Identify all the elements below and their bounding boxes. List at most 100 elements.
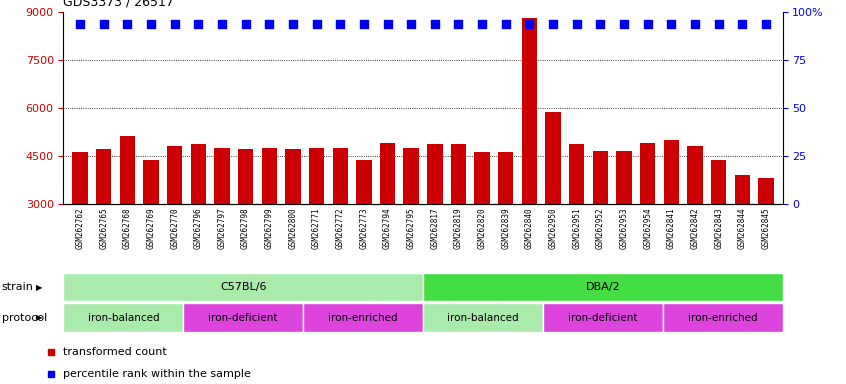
Text: GSM262800: GSM262800 [288, 207, 298, 248]
Point [570, 21, 584, 27]
Bar [687, 146, 703, 204]
Point [191, 21, 205, 27]
Point [97, 21, 111, 27]
Text: GSM262799: GSM262799 [265, 207, 274, 248]
Bar [356, 161, 371, 204]
Point [547, 21, 560, 27]
Bar [662, 303, 783, 332]
Point [74, 21, 87, 27]
Text: GSM262841: GSM262841 [667, 207, 676, 248]
Text: GSM262797: GSM262797 [217, 207, 227, 248]
Text: DBA/2: DBA/2 [585, 282, 620, 292]
Bar [96, 149, 112, 204]
Bar [546, 113, 561, 204]
Text: iron-deficient: iron-deficient [208, 313, 278, 323]
Text: iron-enriched: iron-enriched [328, 313, 398, 323]
Point [594, 21, 607, 27]
Text: GSM262770: GSM262770 [170, 207, 179, 248]
Bar [380, 143, 395, 204]
Point [452, 21, 465, 27]
Bar [190, 144, 206, 204]
Text: protocol: protocol [2, 313, 47, 323]
Text: GSM262769: GSM262769 [146, 207, 156, 248]
Text: iron-balanced: iron-balanced [448, 313, 519, 323]
Bar [711, 161, 727, 204]
Bar [498, 152, 514, 204]
Text: GSM262845: GSM262845 [761, 207, 771, 248]
Text: GSM262950: GSM262950 [548, 207, 558, 248]
Point [310, 21, 323, 27]
Text: transformed count: transformed count [63, 346, 168, 357]
Point [475, 21, 489, 27]
Bar [184, 303, 303, 332]
Text: GSM262819: GSM262819 [454, 207, 463, 248]
Text: GSM262772: GSM262772 [336, 207, 344, 248]
Bar [543, 303, 662, 332]
Text: GSM262795: GSM262795 [407, 207, 415, 248]
Text: iron-enriched: iron-enriched [688, 313, 757, 323]
Point [735, 21, 749, 27]
Bar [423, 273, 783, 301]
Point [665, 21, 678, 27]
Bar [285, 149, 300, 204]
Text: GSM262843: GSM262843 [714, 207, 723, 248]
Point [428, 21, 442, 27]
Text: GSM262839: GSM262839 [502, 207, 510, 248]
Bar [404, 147, 419, 204]
Bar [451, 144, 466, 204]
Point [215, 21, 228, 27]
Text: GSM262951: GSM262951 [572, 207, 581, 248]
Text: GSM262798: GSM262798 [241, 207, 250, 248]
Text: GSM262840: GSM262840 [525, 207, 534, 248]
Point [641, 21, 655, 27]
Text: strain: strain [2, 282, 34, 292]
Bar [734, 175, 750, 204]
Text: GSM262768: GSM262768 [123, 207, 132, 248]
Bar [640, 143, 656, 204]
Bar [593, 151, 608, 204]
Point [333, 21, 347, 27]
Point [239, 21, 252, 27]
Text: GSM262762: GSM262762 [75, 207, 85, 248]
Text: iron-balanced: iron-balanced [88, 313, 159, 323]
Text: GSM262844: GSM262844 [738, 207, 747, 248]
Text: ▶: ▶ [36, 283, 42, 291]
Bar [238, 149, 253, 204]
Text: GSM262952: GSM262952 [596, 207, 605, 248]
Point [381, 21, 394, 27]
Text: GDS3373 / 26517: GDS3373 / 26517 [63, 0, 174, 9]
Text: GSM262796: GSM262796 [194, 207, 203, 248]
Bar [423, 303, 543, 332]
Bar [72, 152, 88, 204]
Point [120, 21, 134, 27]
Text: GSM262954: GSM262954 [643, 207, 652, 248]
Text: GSM262765: GSM262765 [99, 207, 108, 248]
Point [262, 21, 276, 27]
Bar [63, 273, 423, 301]
Text: GSM262771: GSM262771 [312, 207, 321, 248]
Bar [522, 18, 537, 204]
Bar [309, 147, 324, 204]
Text: GSM262817: GSM262817 [431, 207, 439, 248]
Point [499, 21, 513, 27]
Bar [332, 147, 348, 204]
Bar [214, 147, 229, 204]
Text: percentile rank within the sample: percentile rank within the sample [63, 369, 251, 379]
Point [712, 21, 726, 27]
Text: iron-deficient: iron-deficient [568, 313, 638, 323]
Text: GSM262773: GSM262773 [360, 207, 368, 248]
Point [357, 21, 371, 27]
Text: C57BL/6: C57BL/6 [220, 282, 266, 292]
Bar [427, 144, 442, 204]
Point [404, 21, 418, 27]
Bar [475, 152, 490, 204]
Bar [663, 139, 679, 204]
Text: GSM262820: GSM262820 [478, 207, 486, 248]
Bar [758, 178, 774, 204]
Bar [261, 147, 277, 204]
Point [144, 21, 157, 27]
Bar [167, 146, 183, 204]
Point [689, 21, 702, 27]
Bar [143, 161, 159, 204]
Bar [119, 136, 135, 204]
